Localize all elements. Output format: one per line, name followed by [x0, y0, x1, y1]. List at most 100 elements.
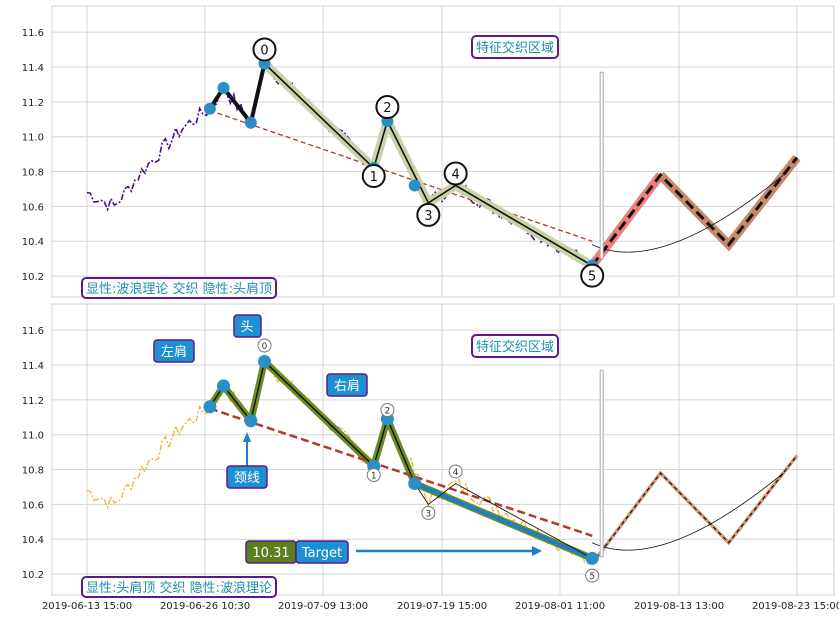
pivot-marker [203, 102, 216, 115]
wave-label-circle [443, 161, 468, 186]
pivot-marker [408, 476, 422, 490]
head-label: 头 [233, 314, 262, 338]
neckline-label: 颈线 [226, 432, 268, 489]
pivot-marker [244, 414, 258, 428]
y-tick-label: 10.6 [22, 202, 44, 213]
wave-label-text: 1 [371, 472, 377, 482]
wave-label-text: 4 [452, 167, 460, 182]
wave-label-circle [416, 202, 441, 227]
bottom-annotation-text: 特征交织区域 [476, 339, 554, 355]
wave-label-circle [580, 263, 605, 288]
wave-label-text: 0 [262, 342, 268, 352]
x-tick-label: 2019-08-13 13:00 [634, 601, 724, 612]
y-tick-label: 11.4 [22, 361, 44, 372]
wave-label-circle [380, 403, 395, 418]
wave-label-circle [366, 468, 381, 483]
neckline [209, 407, 593, 537]
wave-label-text: 3 [425, 509, 431, 519]
top-y-ticks: 10.2 10.4 10.6 10.8 11.0 11.2 11.4 11.6 [22, 28, 44, 283]
x-tick-label: 2019-07-09 13:00 [278, 601, 368, 612]
y-tick-label: 11.2 [22, 98, 44, 109]
wave-label-text: 4 [453, 468, 459, 478]
wave-label-text: 0 [260, 44, 268, 59]
top-content: 0 1 2 3 4 5 [86, 37, 801, 288]
bottom-content: 0 1 2 3 4 5 [86, 338, 799, 583]
y-tick-label: 10.2 [22, 570, 44, 581]
pattern-line [209, 360, 593, 560]
x-tick-label: 2019-08-01 11:00 [515, 601, 605, 612]
pivot-marker [408, 179, 421, 192]
top-annotation-box: 特征交织区域 [471, 35, 559, 59]
x-tick-label: 2019-08-23 15:00 [752, 601, 839, 612]
vertical-marker [599, 369, 604, 558]
left-shoulder-label: 左肩 [153, 339, 195, 363]
wave-label-circle [585, 568, 600, 583]
svg-text:颈线: 颈线 [234, 471, 260, 486]
pivot-marker [244, 116, 257, 129]
pre-wave-line [208, 63, 267, 128]
x-tick-label: 2019-07-19 15:00 [397, 601, 487, 612]
svg-text:左肩: 左肩 [161, 344, 187, 360]
wave-line [263, 62, 593, 267]
target-text: Target [301, 546, 342, 561]
target-segment [413, 481, 593, 561]
projection-dashed [591, 455, 798, 564]
bottom-panel: 10.210.410.610.811.011.211.411.6 012345 … [22, 303, 835, 598]
projection-curve [592, 174, 784, 253]
wave-label-text: 5 [589, 572, 595, 582]
pivot-marker [585, 551, 599, 565]
target-label: 10.31 Target [245, 540, 542, 564]
svg-text:头: 头 [240, 320, 253, 335]
y-tick-label: 10.2 [22, 272, 44, 283]
wave-thin-line [414, 482, 593, 559]
bottom-annotation-box: 特征交织区域 [471, 334, 559, 358]
y-tick-label: 11.0 [22, 431, 44, 442]
x-tick-label: 2019-06-13 15:00 [42, 601, 132, 612]
projection-curve [592, 472, 784, 551]
neckline [209, 109, 593, 242]
wave-label-circle [448, 464, 463, 479]
wave-label-circle [421, 505, 436, 520]
top-legend-text: 显性:波浪理论 交织 隐性:头肩顶 [86, 281, 272, 297]
y-tick-label: 11.0 [22, 133, 44, 144]
wave-label-circle [252, 37, 277, 62]
top-panel-frame [51, 5, 835, 298]
target-value: 10.31 [252, 546, 289, 561]
y-tick-label: 11.6 [22, 28, 44, 39]
wave-label-text: 1 [370, 170, 378, 185]
right-shoulder-label: 右肩 [326, 373, 368, 397]
y-tick-label: 11.2 [22, 396, 44, 407]
y-tick-label: 10.8 [22, 168, 44, 179]
top-panel: 10.210.410.610.811.011.211.411.6 012345 … [22, 5, 835, 299]
top-annotation-text: 特征交织区域 [476, 40, 554, 56]
top-legend-box: 显性:波浪理论 交织 隐性:头肩顶 [81, 277, 277, 299]
svg-text:右肩: 右肩 [334, 378, 360, 394]
wave-label-text: 2 [385, 407, 391, 417]
bottom-legend-text: 显性:头肩顶 交织 隐性:波浪理论 [86, 580, 272, 596]
wave-label-circle [375, 95, 400, 120]
pivot-marker [203, 400, 217, 414]
y-tick-label: 11.4 [22, 63, 44, 74]
price-line [86, 366, 593, 565]
wave-label-text: 3 [424, 209, 432, 224]
bottom-y-ticks: 10.2 10.4 10.6 10.8 11.0 11.2 11.4 11.6 [22, 326, 44, 581]
wave-label-text: 5 [588, 270, 596, 285]
y-tick-label: 11.6 [22, 326, 44, 337]
y-tick-label: 10.6 [22, 500, 44, 511]
y-tick-label: 10.8 [22, 466, 44, 477]
bottom-grid [52, 304, 834, 595]
y-tick-label: 10.4 [22, 237, 44, 248]
wave-label-circle [257, 338, 272, 353]
pivot-marker [217, 81, 230, 94]
y-tick-label: 10.4 [22, 535, 44, 546]
x-axis-tick-labels: 2019-06-13 15:00 2019-06-26 10:30 2019-07-… [42, 601, 839, 612]
bottom-legend-box: 显性:头肩顶 交织 隐性:波浪理论 [81, 576, 277, 598]
wave-label-circle [361, 164, 386, 189]
wave-label-text: 2 [383, 101, 391, 116]
pivot-marker [217, 379, 231, 393]
pivot-marker [258, 355, 271, 369]
top-grid [52, 6, 834, 297]
vertical-marker [599, 71, 604, 260]
